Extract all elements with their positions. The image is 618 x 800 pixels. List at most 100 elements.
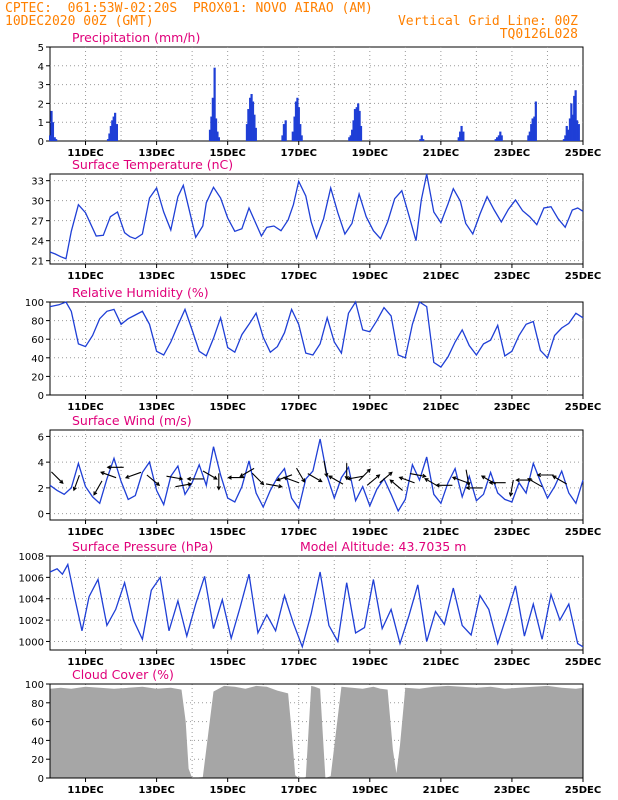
precip-bar — [527, 135, 530, 141]
pressure-title: Surface Pressure (hPa) — [72, 539, 213, 554]
precip-xtick-label: 15DEC — [209, 148, 245, 159]
precip-bar — [534, 101, 537, 141]
precip-bar — [457, 137, 460, 141]
precip-bar — [108, 133, 111, 141]
cloud-xtick-label: 17DEC — [281, 785, 317, 796]
precip-bar — [217, 137, 220, 141]
precip-ytick-label: 3 — [38, 81, 44, 92]
precip-bar — [564, 135, 567, 141]
cloud-xtick-label: 15DEC — [209, 785, 245, 796]
precip-bar — [573, 95, 576, 141]
temp-xtick-label: 15DEC — [209, 271, 245, 282]
pressure-ytick-label: 1002 — [19, 616, 44, 627]
cloud-xtick-label: 11DEC — [67, 785, 103, 796]
precip-bar — [249, 97, 252, 141]
wind-ytick-label: 4 — [38, 458, 44, 469]
wind-vector-arrow — [106, 465, 124, 470]
rh-xtick-label: 11DEC — [67, 402, 103, 413]
wind-xtick-label: 25DEC — [565, 527, 601, 538]
precip-bar — [111, 120, 114, 141]
precip-bar — [499, 131, 502, 141]
cloud-ytick-label: 40 — [31, 736, 44, 747]
wind-vector-arrow — [323, 460, 329, 478]
wind-vector-arrow — [527, 478, 543, 488]
precip-bar — [358, 110, 361, 141]
precip-bar — [351, 129, 354, 141]
wind-vector-arrow — [435, 483, 453, 488]
wind-vector-arrow — [346, 475, 364, 481]
pressure-xtick-label: 15DEC — [209, 657, 245, 668]
precip-bar — [284, 120, 287, 141]
precip-bar — [528, 131, 531, 141]
precip-bar — [494, 139, 497, 141]
panel-rh — [46, 300, 584, 399]
precip-bar — [530, 124, 533, 141]
wind-title: Surface Wind (m/s) — [72, 413, 192, 428]
precip-bar — [570, 103, 573, 141]
wind-vector-arrow — [366, 474, 381, 486]
precip-bar — [568, 118, 572, 141]
rh-ytick-label: 40 — [31, 354, 44, 365]
wind-vector-arrow — [146, 474, 161, 487]
temp-ytick-label: 24 — [31, 237, 44, 248]
precip-bar — [208, 129, 212, 141]
pressure-ytick-label: 1008 — [19, 552, 44, 563]
cloud-xtick-label: 25DEC — [565, 785, 601, 796]
wind-vector-arrow — [100, 471, 117, 479]
precip-bar — [296, 97, 299, 141]
precip-bar — [50, 110, 53, 141]
wind-xtick-label: 17DEC — [281, 527, 317, 538]
header-run-time: 10DEC2020 00Z (GMT) — [5, 14, 154, 29]
precip-bar — [51, 122, 55, 141]
pressure-ytick-label: 1000 — [19, 637, 44, 648]
temp-title: Surface Temperature (nC) — [72, 157, 233, 172]
precip-bar — [462, 131, 465, 141]
cloud-xtick-label: 23DEC — [494, 785, 530, 796]
wind-vector-arrow — [175, 482, 193, 488]
precip-bar — [571, 114, 574, 141]
cloud-xtick-label: 21DEC — [423, 785, 459, 796]
precip-xtick-label: 11DEC — [67, 148, 103, 159]
precip-bar — [460, 125, 463, 141]
precip-xtick-label: 17DEC — [281, 148, 317, 159]
precip-xtick-label: 21DEC — [423, 148, 459, 159]
pressure-frame — [49, 555, 584, 651]
precip-bar — [565, 125, 568, 141]
temp-ytick-label: 33 — [31, 177, 44, 188]
wind-vector-arrow — [389, 479, 403, 491]
precip-bar — [359, 125, 363, 141]
wind-vector-arrow — [124, 471, 142, 479]
rh-ytick-label: 0 — [38, 391, 44, 402]
precip-xtick-label: 19DEC — [352, 148, 388, 159]
wind-vector-arrow — [508, 479, 514, 497]
wind-series-line — [49, 438, 584, 513]
precip-bar — [115, 124, 119, 141]
precip-bar — [247, 109, 250, 141]
cloud-area — [50, 685, 583, 778]
precip-ytick-label: 4 — [38, 62, 44, 73]
precip-bar — [500, 135, 503, 141]
wind-vector-arrow — [379, 471, 393, 484]
wind-ytick-label: 0 — [38, 510, 44, 521]
wind-xtick-label: 13DEC — [138, 527, 174, 538]
panel-cloud — [46, 683, 584, 782]
precip-ytick-label: 5 — [38, 43, 44, 54]
rh-xtick-label: 17DEC — [281, 402, 317, 413]
temp-xtick-label: 25DEC — [565, 271, 601, 282]
temp-xtick-label: 13DEC — [138, 271, 174, 282]
wind-vector-arrow — [398, 476, 415, 484]
precip-bar — [562, 139, 566, 141]
precip-bar — [53, 137, 56, 141]
rh-xtick-label: 23DEC — [494, 402, 530, 413]
wind-vector-arrow — [216, 473, 221, 491]
cloud-xtick-label: 19DEC — [352, 785, 388, 796]
rh-ytick-label: 60 — [31, 335, 44, 346]
precip-bar — [497, 135, 500, 141]
precip-bar — [112, 116, 115, 141]
rh-series-line — [49, 300, 584, 368]
precip-bar — [575, 120, 579, 141]
rh-ytick-label: 80 — [31, 317, 44, 328]
precip-bar — [420, 135, 423, 141]
precip-bar — [254, 127, 257, 141]
